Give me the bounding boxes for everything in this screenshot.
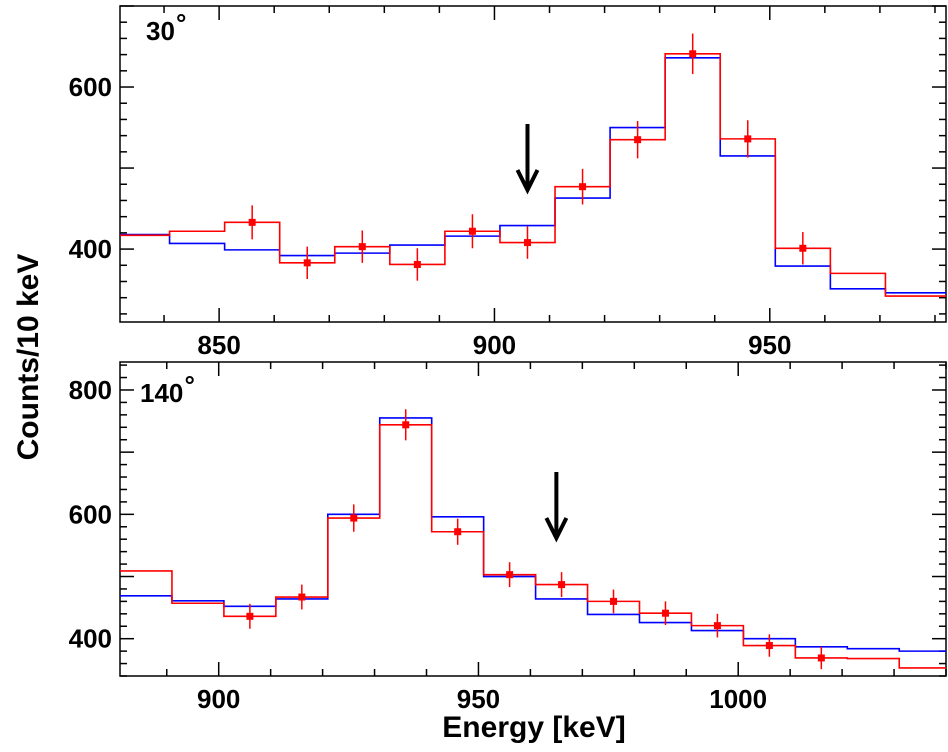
plot-frame — [119, 5, 947, 323]
x-tick-label: 850 — [197, 330, 240, 360]
data-point — [350, 514, 358, 522]
data-point — [468, 227, 476, 235]
data-point — [413, 260, 421, 268]
data-point — [358, 243, 366, 251]
y-tick-label: 400 — [69, 234, 112, 264]
plot-frame — [119, 361, 947, 677]
arrow-head-icon — [515, 169, 540, 195]
panel-140-degrees: 900 950 1000 400 600 800 140 ° — [69, 361, 947, 714]
data-point — [523, 239, 531, 247]
data-point — [713, 622, 721, 630]
data-point — [610, 597, 618, 605]
panel-30-degrees: 850 900 950 400 600 30 ° — [69, 5, 947, 360]
data-point — [506, 571, 514, 579]
x-axis-title: Energy [keV] — [442, 711, 625, 744]
degree-symbol: ° — [176, 8, 186, 38]
angle-label: 140 — [140, 378, 183, 408]
y-tick-label: 400 — [69, 624, 112, 654]
data-point — [799, 244, 807, 252]
angle-label: 30 — [146, 16, 175, 46]
data-point — [402, 421, 410, 429]
data-point — [689, 50, 697, 58]
model-histogram-series — [120, 57, 946, 294]
plot-area — [120, 409, 946, 670]
x-tick-label: 900 — [473, 330, 516, 360]
plot-area — [120, 33, 946, 297]
data-point — [661, 609, 669, 617]
data-point — [744, 135, 752, 143]
data-point — [248, 218, 256, 226]
y-tick-label: 600 — [69, 499, 112, 529]
data-point — [579, 183, 587, 191]
y-tick-label: 800 — [69, 375, 112, 405]
degree-symbol: ° — [185, 370, 195, 400]
data-point — [454, 528, 462, 536]
data-point — [246, 612, 254, 620]
data-point — [303, 259, 311, 267]
data-histogram-series — [120, 424, 946, 669]
arrow-head-icon — [544, 517, 569, 543]
x-tick-label: 900 — [197, 684, 240, 714]
data-point — [558, 581, 566, 589]
x-tick-label: 950 — [748, 330, 791, 360]
x-tick-label: 950 — [457, 684, 500, 714]
data-point — [634, 136, 642, 144]
data-point — [817, 654, 825, 662]
data-point — [765, 642, 773, 650]
x-tick-label: 1000 — [709, 684, 767, 714]
data-point — [298, 593, 306, 601]
y-axis-title: Counts/10 keV — [12, 254, 45, 461]
y-tick-label: 600 — [69, 72, 112, 102]
